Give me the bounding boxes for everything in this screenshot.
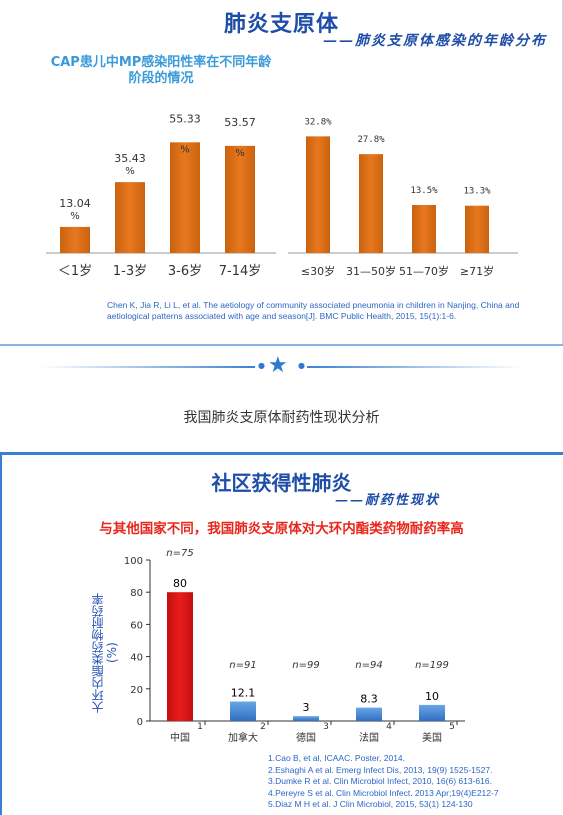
tick-label: 加拿大 [228, 731, 258, 744]
data-label: 13.3% [463, 187, 491, 197]
tick-label: 法国 [359, 731, 379, 744]
slide2-references: 1.Cao B, et al, ICAAC. Poster, 2014. 2.E… [268, 753, 558, 811]
tick-label: ≥71岁 [460, 264, 494, 278]
data-label: 3 [303, 701, 310, 714]
separator-line-left [40, 366, 255, 368]
n-label: n=199 [415, 660, 449, 671]
ref-number: 1 [197, 722, 203, 732]
y-tick-label: 80 [130, 588, 143, 599]
slide2-title: 社区获得性肺炎 [211, 471, 352, 495]
data-label: 53.57 [224, 116, 256, 129]
tick-label: 51—70岁 [399, 264, 449, 278]
data-label: 55.33 [169, 112, 201, 125]
slide1-reference: Chen K, Jia R, Li L, et al. The aetiolog… [107, 300, 520, 321]
y-tick-label: 40 [130, 653, 143, 664]
slide1-title: 肺炎支原体 [223, 12, 339, 37]
dot-icon: ● [258, 361, 265, 370]
data-label: 8.3 [360, 693, 378, 706]
tick-label: ≤30岁 [301, 264, 335, 278]
slide-age-distribution: 肺炎支原体 ——肺炎支原体感染的年龄分布 CAP患儿中MP感染阳性率在不同年龄阶… [0, 0, 563, 346]
y-tick-label: 60 [130, 620, 143, 631]
tick-label: 德国 [296, 731, 316, 744]
data-label-unit: % [180, 144, 190, 155]
reference-item: 3.Dumke R et al. Clin Microbiol Infect, … [268, 776, 492, 786]
star-icon: ★ [268, 353, 288, 378]
separator-line-right [307, 366, 522, 368]
slide2-left-border [0, 455, 2, 815]
bar [356, 707, 382, 721]
section-caption: 我国肺炎支原体耐药性现状分析 [183, 410, 380, 426]
bar [230, 701, 256, 721]
n-label: n=99 [292, 660, 319, 671]
chart-children-age: 13.04% ＜1岁 35.43% 1-3岁 55.33% 3-6岁 53.57% 7-14岁 [46, 112, 276, 279]
data-label-unit: % [125, 166, 135, 177]
slide1-subtitle: ——肺炎支原体感染的年龄分布 [323, 33, 547, 49]
reference-item: 4.Pereyre S et al. Clin Microbiol Infect… [268, 787, 499, 798]
data-label: 27.8% [357, 135, 385, 145]
data-label-unit: % [70, 211, 80, 222]
y-axis-label: 大环内酯类药物耐药率(%) [91, 593, 119, 713]
n-label: n=75 [166, 548, 193, 559]
data-label: 80 [173, 577, 187, 590]
slide2-red-heading: 与其他国家不同，我国肺炎支原体对大环内酯类药物耐药率高 [99, 521, 464, 537]
data-label: 12.1 [231, 687, 256, 700]
ref-number: 5 [449, 722, 455, 732]
n-label: n=91 [229, 660, 256, 671]
tick-label: ＜1岁 [58, 264, 92, 279]
n-label: n=94 [355, 660, 382, 671]
data-label: 35.43 [114, 152, 146, 165]
data-label-unit: % [235, 148, 245, 159]
ref-number: 4 [386, 722, 392, 732]
reference-item: 1.Cao B, et al, ICAAC. Poster, 2014. [268, 753, 406, 763]
tick-label: 31—50岁 [346, 264, 396, 278]
ref-number: 3 [323, 722, 329, 732]
tick-label: 中国 [170, 731, 190, 744]
dot-icon: ● [298, 361, 305, 370]
data-label: 13.5% [410, 186, 438, 196]
ref-number: 2 [260, 722, 266, 732]
bar [465, 205, 489, 253]
bar [359, 154, 383, 253]
bar [412, 205, 436, 253]
left-chart-title: CAP患儿中MP感染阳性率在不同年龄阶段的情况 [50, 55, 272, 86]
bar [115, 182, 145, 253]
tick-label: 7-14岁 [219, 264, 262, 279]
bar [306, 136, 330, 253]
bar [225, 145, 255, 253]
chart-adult-age: 32.8% ≤30岁 27.8% 31—50岁 13.5% 51—70岁 13.3% ≥71岁 [288, 117, 518, 278]
slide1-bottom-border [0, 344, 563, 346]
reference-item: 5.Diaz M H et al. J Clin Microbiol, 2015… [268, 799, 473, 809]
star-separator: ● ★ ● [40, 353, 522, 378]
data-label: 13.04 [59, 197, 91, 210]
bar [293, 716, 319, 721]
slide-resistance: 社区获得性肺炎 ——耐药性现状 与其他国家不同，我国肺炎支原体对大环内酯类药物耐… [0, 452, 563, 815]
bar [419, 704, 445, 721]
y-tick-label: 100 [124, 556, 143, 567]
bar [170, 142, 200, 253]
y-tick-label: 0 [137, 717, 143, 728]
bar [167, 592, 193, 721]
tick-label: 3-6岁 [168, 264, 202, 279]
slide2-subtitle: ——耐药性现状 [335, 493, 441, 508]
bar [60, 226, 90, 253]
data-label: 10 [425, 690, 439, 703]
y-tick-label: 20 [130, 685, 143, 696]
tick-label: 美国 [422, 731, 442, 744]
reference-item: 2.Eshaghi A et al. Emerg Infect Dis, 201… [268, 764, 493, 775]
chart-resistance-by-country: 02040608010080n=751中国12.1n=912加拿大3n=993德… [124, 548, 465, 744]
data-label: 32.8% [304, 117, 332, 127]
tick-label: 1-3岁 [113, 264, 147, 279]
